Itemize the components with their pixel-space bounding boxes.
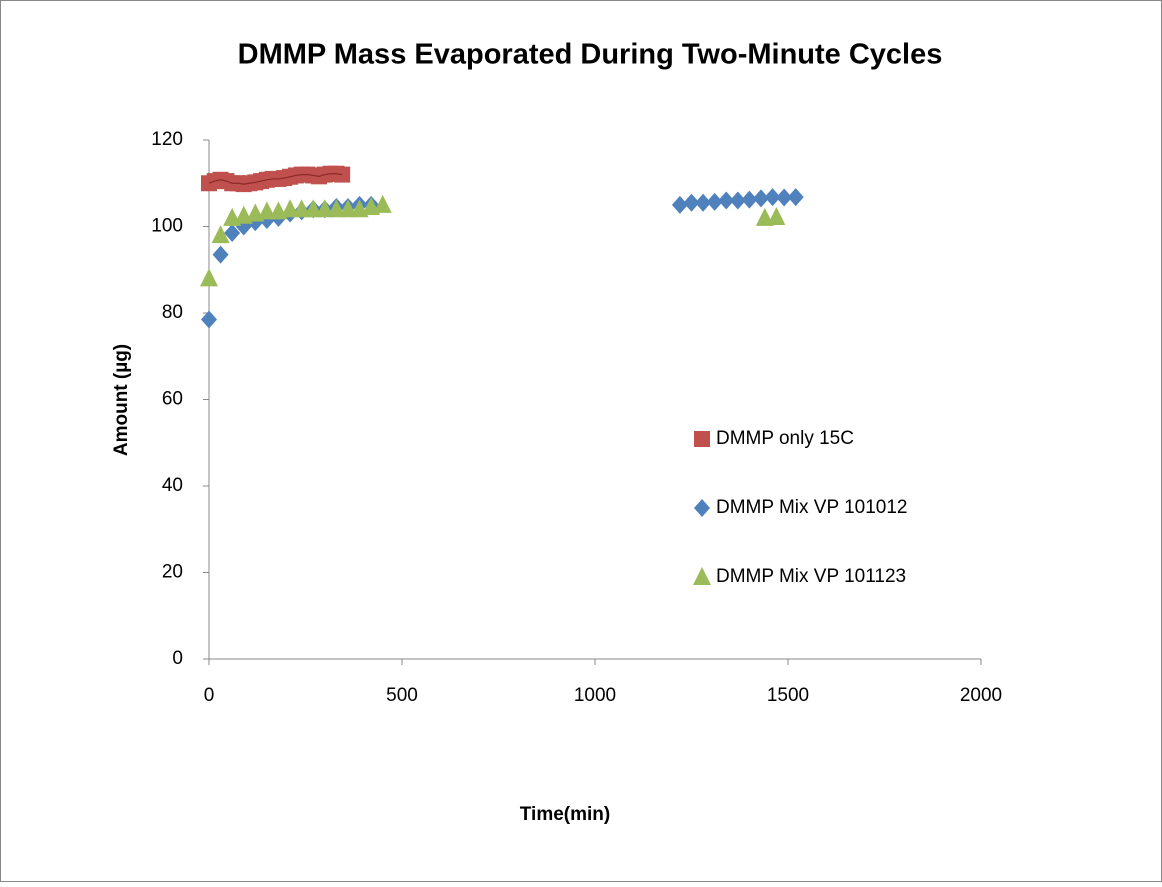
point xyxy=(327,199,346,218)
legend-marker xyxy=(694,431,710,447)
point xyxy=(212,245,229,264)
point xyxy=(787,188,804,207)
point xyxy=(729,191,746,210)
point xyxy=(776,188,793,207)
point xyxy=(706,192,723,211)
point xyxy=(741,190,758,209)
legend-marker xyxy=(693,567,711,585)
x-tick-label: 500 xyxy=(386,685,418,706)
y-tick-label: 0 xyxy=(172,648,183,669)
point xyxy=(671,195,688,214)
x-axis-title: Time(min) xyxy=(520,804,610,825)
point xyxy=(224,223,241,242)
x-tick-label: 0 xyxy=(204,685,215,706)
x-tick-label: 2000 xyxy=(960,685,1002,706)
y-tick-label: 80 xyxy=(162,302,183,323)
point xyxy=(338,199,357,218)
y-tick-label: 40 xyxy=(162,475,183,496)
y-tick-label: 20 xyxy=(162,562,183,583)
point xyxy=(315,199,334,218)
point xyxy=(718,191,735,210)
x-tick-label: 1000 xyxy=(574,685,616,706)
series-line xyxy=(208,173,343,185)
point xyxy=(695,193,712,212)
x-tick-label: 1500 xyxy=(767,685,809,706)
y-tick-label: 100 xyxy=(151,216,183,237)
legend-marker xyxy=(694,499,710,517)
y-tick-label: 60 xyxy=(162,389,183,410)
y-tick-label: 120 xyxy=(151,129,183,150)
y-axis-title: Amount (µg) xyxy=(111,344,132,456)
legend-label: DMMP Mix VP 101123 xyxy=(716,566,906,587)
legend-label: DMMP only 15C xyxy=(716,428,854,449)
point xyxy=(764,188,781,207)
point xyxy=(373,194,392,213)
point xyxy=(211,225,230,244)
chart-title: DMMP Mass Evaporated During Two-Minute C… xyxy=(238,39,943,71)
point xyxy=(257,201,276,220)
point xyxy=(767,206,786,225)
point xyxy=(752,189,769,208)
point xyxy=(281,199,300,218)
point xyxy=(304,199,323,218)
point xyxy=(683,193,700,212)
point xyxy=(200,268,218,287)
point xyxy=(201,310,217,329)
legend-label: DMMP Mix VP 101012 xyxy=(716,497,908,518)
point xyxy=(292,199,311,218)
